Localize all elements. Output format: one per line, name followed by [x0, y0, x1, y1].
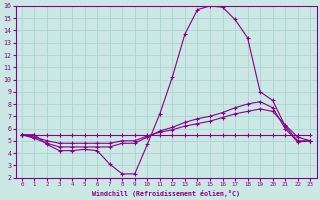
X-axis label: Windchill (Refroidissement éolien,°C): Windchill (Refroidissement éolien,°C) — [92, 190, 240, 197]
